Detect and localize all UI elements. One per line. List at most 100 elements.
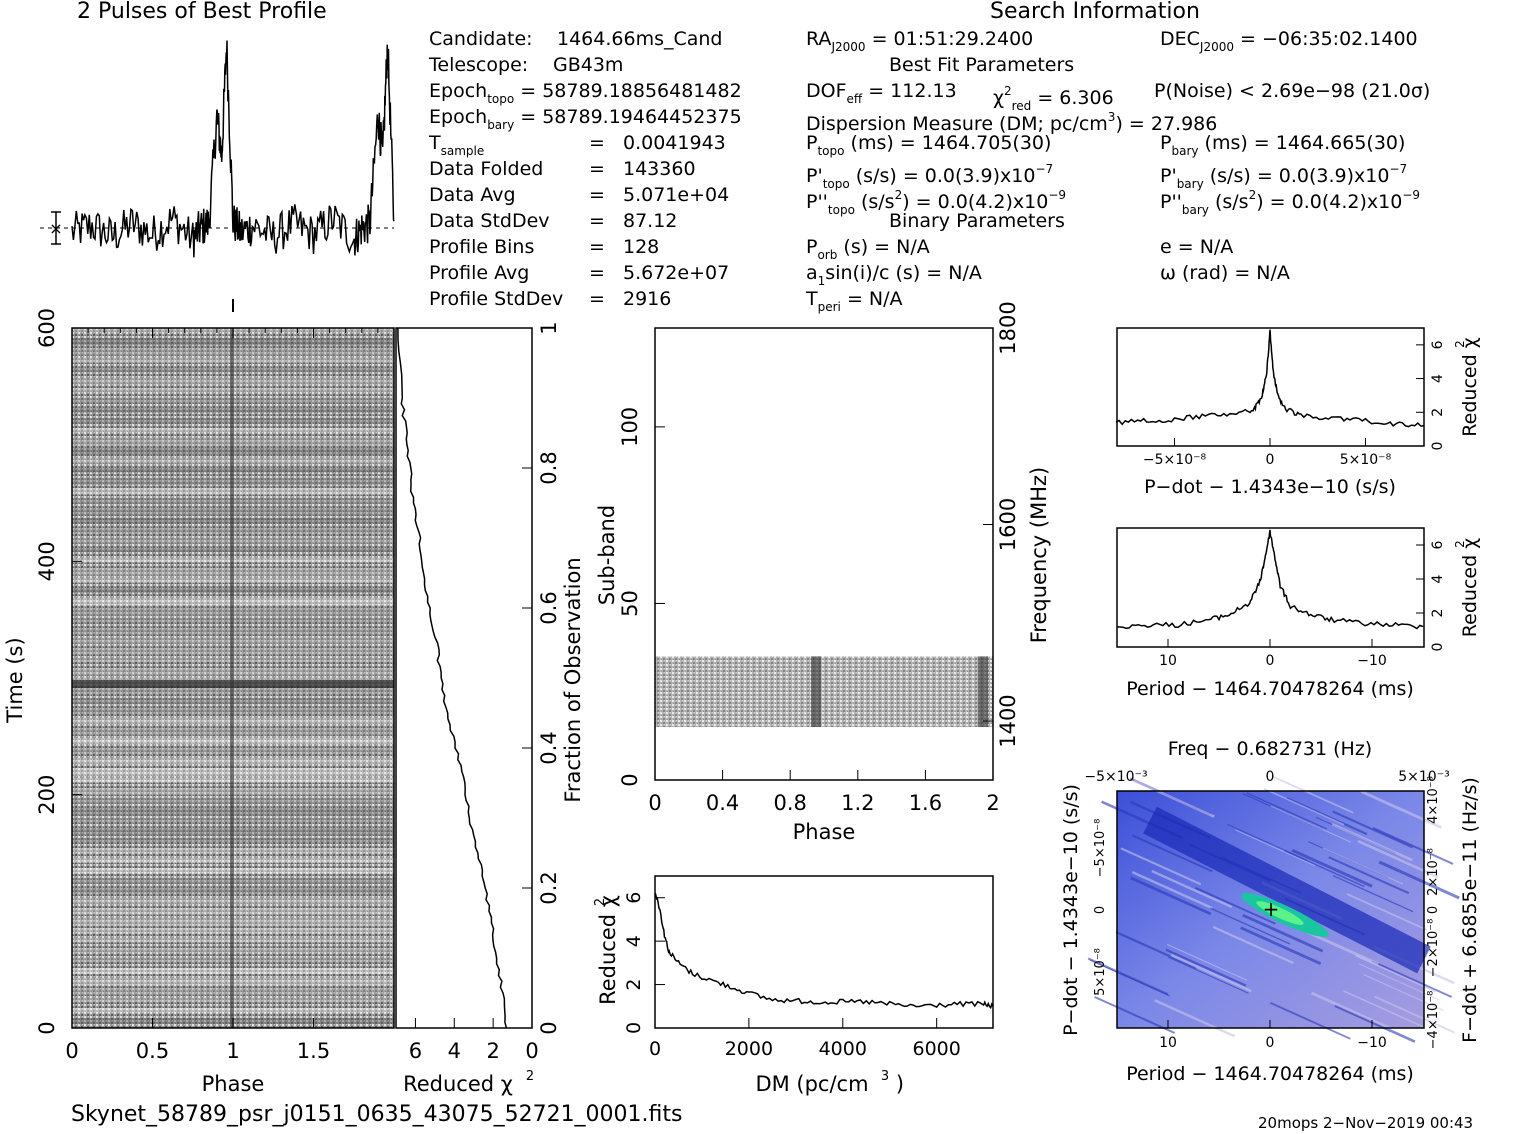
pdot-bary: P'bary (s/s) = 0.0(3.9)x10−7 [1160,162,1408,191]
period-pdot-streak [1372,827,1454,865]
p-topo: Ptopo (ms) = 1464.705(30) [806,132,1052,158]
subband-x-tick-label: 1.6 [909,791,942,815]
time-chi2-frame [395,327,533,1029]
period-pdot-streak [1131,871,1213,910]
epoch-bary: Epochbary = 58789.19464452375 [429,106,742,132]
period-pdot-streak [1334,1004,1416,1043]
period-pdot-streak [1089,959,1171,997]
time-chi2-y-tick-label: 0 [537,1021,561,1034]
subband-x-tick-label: 2 [986,791,999,815]
pdot-chi2-y-tick-label: 2 [1430,408,1446,417]
dm-chi2-ylabel: Reduced χ [596,895,620,1005]
subband-image [655,656,993,728]
profile-avg-eq: = [589,262,605,284]
time-phase-y-tick-label: 400 [35,541,59,581]
tsample-eq: = [589,132,605,154]
period-pdot-x-tick-label: 10 [1159,1035,1177,1051]
profile-title: 2 Pulses of Best Profile [77,0,327,24]
dm-chi2-x-tick-label: 2000 [725,1038,773,1060]
a1-sini: a1sin(i)/c (s) = N/A [806,262,982,288]
profile-stddev-eq: = [589,288,605,310]
pdot-chi2-x-tick-label: −5×10⁻⁸ [1143,452,1207,468]
profile-errorbar-mark: × [49,219,62,238]
period-pdot-streak [1332,875,1414,913]
dec: DECJ2000 = −06:35:02.1400 [1160,28,1418,54]
time-phase-x-tick-label: 1.5 [297,1039,330,1063]
time-chi2-y-tick-label: 0.2 [537,871,561,904]
period-pdot-streak [1328,856,1410,895]
period-pdot-ylabel: P−dot − 1.4343e−10 (s/s) [1060,784,1082,1036]
period-chi2-y-tick-label: 6 [1430,540,1446,549]
search-info-header: Search Information [990,0,1200,24]
period-pdot-x-tick-label: −10 [1357,1035,1387,1051]
omega: ω (rad) = N/A [1160,262,1290,284]
period-pdot-streak [1263,788,1345,826]
period-pdot-streak [1154,999,1236,1038]
time-chi2-xlabel-sup: 2 [526,1069,534,1084]
time-phase-xlabel: Phase [202,1072,265,1096]
pdot-topo: P'topo (s/s) = 0.0(3.9)x10−7 [806,162,1054,191]
time-chi2-y-tick-label: 1 [537,321,561,334]
candidate-value: 1464.66ms_Cand [557,28,723,50]
period-pdot-y2-tick-label: −4×10⁻⁸ [1426,991,1441,1050]
period-chi2-xlabel: Period − 1464.70478264 (ms) [1126,678,1414,700]
time-chi2-x-tick-label: 0 [525,1039,538,1063]
subband-frame [654,327,994,781]
period-pdot-streak [1130,876,1212,916]
period-pdot-streak [1343,990,1424,1028]
period-pdot-streak [1166,943,1248,981]
period-pdot-streak [1331,823,1413,862]
subband-panel: 0 0.4 0.8 1.2 1.6 2 0 50 100 1400 1600 1800 Phase Sub… [595,301,1051,844]
pdot-chi2-ylabel-sup: 2 [1453,340,1467,348]
period-pdot-x2-tick-label: 0 [1266,769,1275,785]
best-fit-header: Best Fit Parameters [889,54,1075,76]
period-pdot-streak [1170,953,1252,993]
period-chi2-x-tick-label: −10 [1357,653,1387,669]
data-stddev-label: Data StdDev [429,210,550,232]
data-stddev-value: 87.12 [623,210,678,232]
telescope-value: GB43m [553,54,624,76]
pddot-bary: P''bary (s/s2) = 0.0(4.2)x10−9 [1160,188,1421,217]
binary-header: Binary Parameters [889,210,1065,232]
dm-chi2-y-tick-label: 6 [623,892,645,904]
data-avg-value: 5.071e+04 [623,184,730,206]
subband-xlabel: Phase [793,820,856,844]
subband-x-tick-label: 0.4 [706,791,739,815]
dm-chi2-ylabel-sup: 2 [593,898,608,906]
subband-y-tick-label: 50 [618,590,642,617]
profile-bins-eq: = [589,236,605,258]
pdot-chi2-panel: 5×10⁻⁸ 0 −5×10⁻⁸ 0 2 4 6 P−dot − 1.4343e−10 (s/… [1115,327,1481,498]
time-phase-x-tick-label: 0 [65,1039,78,1063]
data-folded-eq: = [589,158,605,180]
period-pdot-x2-tick-label: −5×10⁻³ [1084,769,1147,785]
dm-chi2-x-tick-label: 4000 [819,1038,867,1060]
subband-y-tick-label: 0 [618,773,642,786]
period-pdot-streak [1120,847,1202,886]
dm-chi2-xlabel: DM (pc/cm [755,1072,868,1096]
telescope-label: Telescope: [429,54,529,76]
period-chi2-x-tick-label: 0 [1266,653,1275,669]
subband-ylabel: Sub-band [595,505,619,605]
reduced-chi2: χ2red = 6.306 [993,84,1114,113]
period-pdot-streak [1151,870,1233,909]
period-pdot-streak [1246,792,1328,830]
subband-image-wash [655,656,993,728]
period-pdot-y2-tick-label: 0 [1426,906,1441,914]
subband-y2-tick-label: 1800 [996,301,1020,354]
p-bary: Pbary (ms) = 1464.665(30) [1160,132,1406,158]
profile-bins-value: 128 [623,236,660,258]
period-pdot-streak [1378,860,1460,900]
pdot-chi2-x-tick-label: 5×10⁻⁸ [1340,452,1392,468]
period-pdot-ridge [1143,806,1431,974]
period-pdot-streak [1371,960,1453,998]
time-phase-y-tick-label: 0 [35,1021,59,1034]
dm-chi2-x-tick-label: 6000 [912,1038,960,1060]
period-pdot-streak [1242,913,1324,953]
time-phase-ylabel: Time (s) [3,637,27,723]
pdot-chi2-line [1115,329,1425,428]
data-folded-label: Data Folded [429,158,544,180]
period-pdot-streak [1291,848,1373,888]
p-noise: P(Noise) < 2.69e−98 (21.0σ) [1154,80,1431,102]
period-pdot-y2-tick-label: 4×10⁻⁸ [1426,776,1441,824]
